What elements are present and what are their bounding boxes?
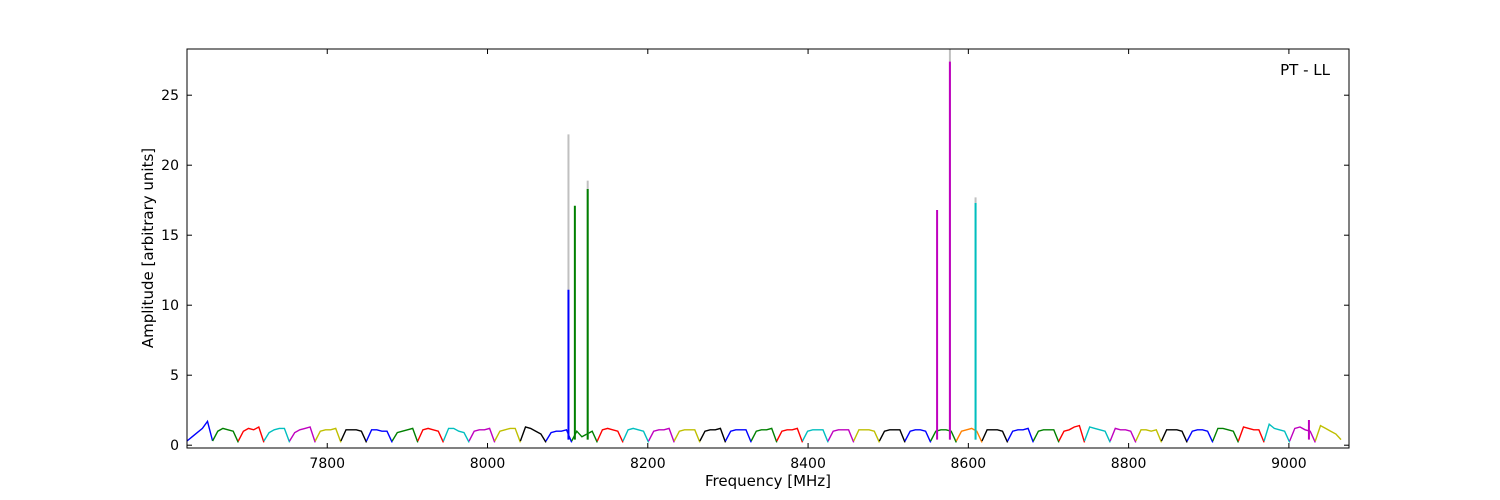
y-axis-ticks: 0 5 10 15 20 25 — [161, 88, 1349, 454]
series-line-33 — [1032, 429, 1060, 443]
series-line-39 — [1186, 429, 1214, 443]
x-tick-label: 7800 — [309, 456, 345, 472]
y-tick-label: 5 — [170, 368, 179, 384]
series-line-24 — [801, 429, 829, 443]
series-line-19 — [673, 429, 701, 443]
y-tick-label: 25 — [161, 88, 179, 104]
x-tick-label: 8800 — [1111, 456, 1147, 472]
series-line-38 — [1160, 429, 1188, 443]
x-tick-label: 8600 — [951, 456, 987, 472]
y-tick-label: 20 — [161, 158, 179, 174]
y-tick-label: 10 — [161, 298, 179, 314]
y-axis-label: Amplitude [arbitrary units] — [139, 148, 157, 348]
series-line-0 — [186, 419, 214, 442]
series-line-20 — [699, 427, 727, 443]
series-line-34 — [1058, 424, 1086, 443]
x-tick-label: 9000 — [1271, 456, 1307, 472]
series-line-15 — [571, 429, 598, 443]
series-line-10 — [442, 427, 470, 443]
series-line-4 — [289, 426, 316, 443]
y-tick-label: 0 — [170, 438, 179, 454]
x-tick-label: 8000 — [470, 456, 506, 472]
series-line-2 — [237, 425, 265, 443]
series-line-11 — [468, 427, 496, 443]
x-axis-label: Frequency [MHz] — [705, 472, 831, 490]
series-line-16 — [596, 427, 624, 443]
series-line-35 — [1083, 426, 1111, 443]
series-line-26 — [853, 429, 881, 443]
series-line-44 — [1314, 424, 1342, 442]
plot-frame — [186, 48, 1350, 449]
series-line-30 — [955, 427, 983, 443]
series-line-14 — [545, 428, 573, 443]
x-tick-label: 8400 — [790, 456, 826, 472]
series-line-27 — [878, 429, 906, 443]
series-line-40 — [1212, 427, 1240, 443]
series-line-1 — [211, 427, 239, 443]
series-line-13 — [519, 426, 547, 443]
series-line-12 — [494, 427, 522, 443]
spike-group — [567, 49, 1310, 440]
series-line-36 — [1109, 427, 1137, 443]
series-line-43 — [1289, 426, 1316, 443]
series-line-18 — [647, 427, 675, 443]
series-line-6 — [340, 429, 368, 443]
series-line-8 — [391, 427, 419, 443]
x-axis-ticks: 7800 8000 8200 8400 8600 8800 9000 — [309, 49, 1307, 472]
series-line-5 — [314, 427, 342, 443]
y-tick-label: 15 — [161, 228, 179, 244]
series-line-32 — [1006, 427, 1034, 443]
series-line-17 — [622, 427, 650, 443]
series-line-23 — [776, 427, 804, 443]
series-line-25 — [827, 429, 855, 443]
series-line-42 — [1263, 422, 1291, 443]
series-line-3 — [263, 427, 291, 443]
series-line-9 — [417, 427, 445, 443]
series-line-21 — [724, 429, 752, 443]
series-line-37 — [1135, 428, 1163, 443]
plot-series-group — [186, 419, 1342, 443]
series-line-28 — [904, 429, 932, 443]
plot-annotation: PT - LL — [1280, 61, 1331, 79]
series-line-29 — [930, 429, 957, 443]
series-line-22 — [750, 427, 778, 443]
series-line-31 — [981, 429, 1009, 443]
series-line-41 — [1237, 426, 1265, 443]
series-line-7 — [365, 429, 393, 443]
x-tick-label: 8200 — [630, 456, 666, 472]
